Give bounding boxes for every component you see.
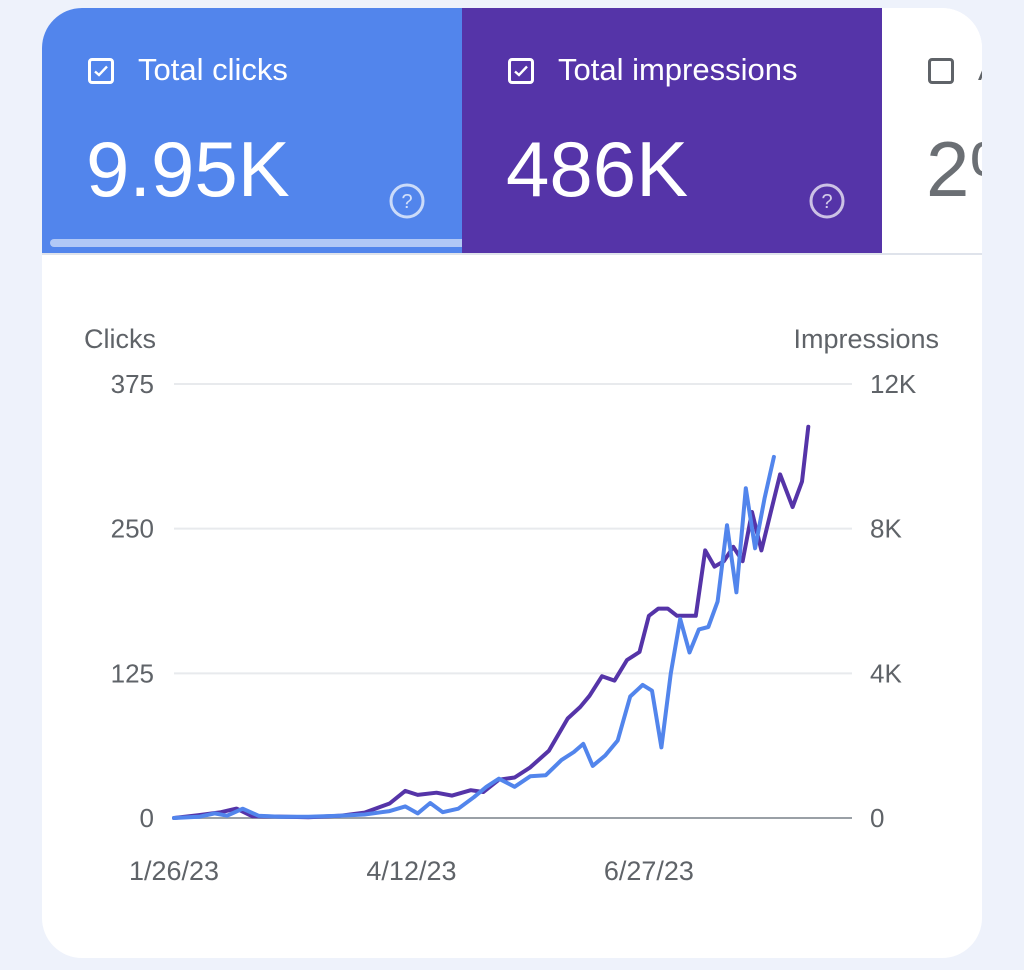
x-axis-tick-label: 6/27/23: [604, 856, 694, 886]
help-circle-icon[interactable]: ?: [388, 182, 426, 220]
left-axis-title: Clicks: [84, 324, 156, 354]
total-impressions-value: 486K: [506, 125, 689, 213]
impressions-series-line: [172, 424, 811, 820]
svg-text:?: ?: [401, 191, 412, 213]
right-axis-tick-label: 8K: [870, 514, 902, 544]
tile-scrollbar[interactable]: [50, 239, 568, 247]
checkbox-icon[interactable]: [88, 58, 114, 84]
total-impressions-tile[interactable]: Total impressions 486K ?: [462, 8, 882, 253]
check-mark-icon: [94, 65, 108, 77]
clicks-series-line: [172, 454, 776, 820]
third-metric-tile[interactable]: A 2%: [882, 8, 982, 253]
total-clicks-value: 9.95K: [86, 125, 290, 213]
total-impressions-label: Total impressions: [558, 52, 798, 87]
x-axis-tick-label: 1/26/23: [129, 856, 219, 886]
total-clicks-label: Total clicks: [138, 52, 288, 87]
left-axis-tick-label: 0: [140, 803, 154, 833]
right-axis-tick-label: 12K: [870, 369, 917, 399]
left-axis-tick-label: 125: [111, 658, 154, 688]
left-axis-tick-label: 250: [111, 514, 154, 544]
right-axis-title: Impressions: [793, 324, 939, 354]
x-axis-tick-label: 4/12/23: [366, 856, 456, 886]
third-metric-label: A: [978, 50, 982, 90]
left-axis-tick-label: 375: [111, 369, 154, 399]
performance-chart: Clicks Impressions 0 125 250 375 0 4K 8K 12K 1/2…: [84, 324, 939, 886]
checkbox-icon[interactable]: [508, 58, 534, 84]
svg-text:?: ?: [821, 191, 832, 213]
help-circle-icon[interactable]: ?: [808, 182, 846, 220]
tile-divider: [42, 253, 982, 255]
performance-card: Total clicks 9.95K ? Total impressions 4…: [42, 8, 982, 958]
third-metric-value: 2%: [926, 125, 982, 213]
right-axis-tick-label: 0: [870, 803, 884, 833]
right-axis-tick-label: 4K: [870, 658, 902, 688]
check-mark-icon: [514, 65, 528, 77]
total-clicks-tile[interactable]: Total clicks 9.95K ?: [42, 8, 568, 253]
checkbox-icon[interactable]: [928, 58, 954, 84]
